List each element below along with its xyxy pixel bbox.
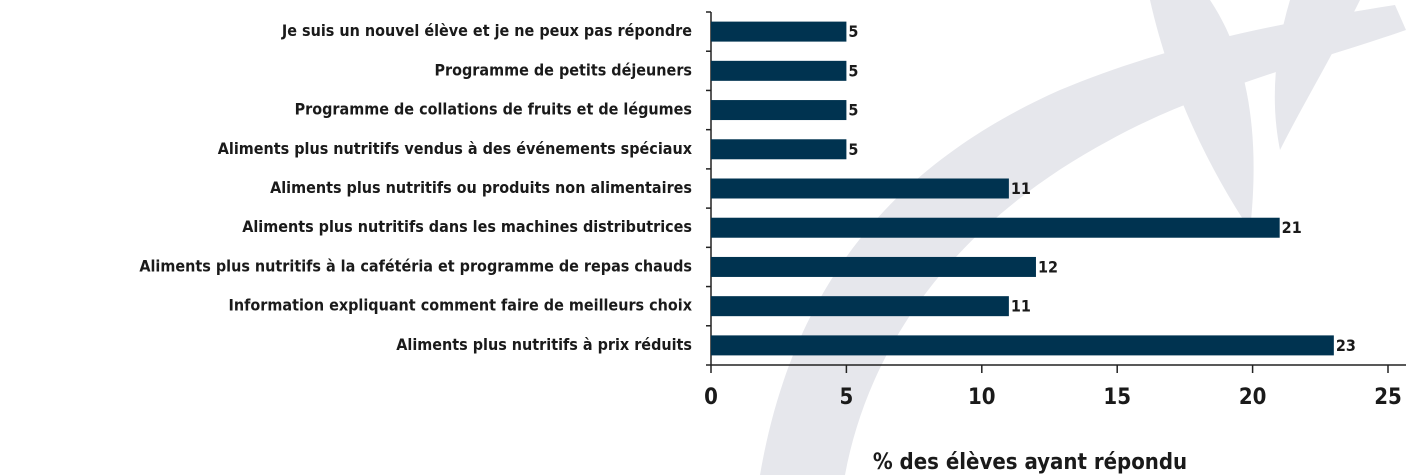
- bar: [711, 218, 1280, 238]
- value-label: 11: [1011, 297, 1031, 316]
- bar: [711, 22, 846, 42]
- chart: 0 5 10 15 20 25 Je suis un nouvel élève et je …: [0, 0, 1406, 475]
- value-label: 5: [848, 101, 858, 120]
- value-label: 11: [1011, 179, 1031, 198]
- x-tick-label: 5: [840, 385, 854, 410]
- value-label: 12: [1038, 257, 1058, 276]
- category-label: Aliments plus nutritifs à prix réduits: [396, 335, 692, 354]
- category-label: Aliments plus nutritifs vendus à des évé…: [218, 139, 693, 158]
- value-label: 5: [848, 140, 858, 159]
- bar: [711, 100, 846, 120]
- category-label: Programme de collations de fruits et de …: [295, 100, 692, 119]
- category-label: Information expliquant comment faire de …: [229, 296, 693, 315]
- bar: [711, 61, 846, 81]
- value-label: 5: [848, 22, 858, 41]
- x-tick-label: 25: [1374, 385, 1402, 410]
- value-label: 5: [848, 61, 858, 80]
- x-tick-label: 20: [1239, 385, 1267, 410]
- bar: [711, 257, 1036, 277]
- category-label: Aliments plus nutritifs dans les machine…: [242, 217, 692, 236]
- category-label: Aliments plus nutritifs ou produits non …: [270, 178, 692, 197]
- x-tick-label: 15: [1103, 385, 1131, 410]
- value-label: 21: [1282, 218, 1302, 237]
- category-label: Je suis un nouvel élève et je ne peux pa…: [281, 21, 692, 40]
- category-label: Aliments plus nutritifs à la cafétéria e…: [139, 256, 692, 275]
- bar: [711, 139, 846, 159]
- bar: [711, 335, 1334, 355]
- x-tick-label: 10: [968, 385, 996, 410]
- value-label: 23: [1336, 336, 1356, 355]
- category-label: Programme de petits déjeuners: [434, 60, 692, 79]
- bar: [711, 179, 1009, 199]
- x-axis-label: % des élèves ayant répondu: [873, 450, 1187, 475]
- bar: [711, 296, 1009, 316]
- x-tick-label: 0: [704, 385, 718, 410]
